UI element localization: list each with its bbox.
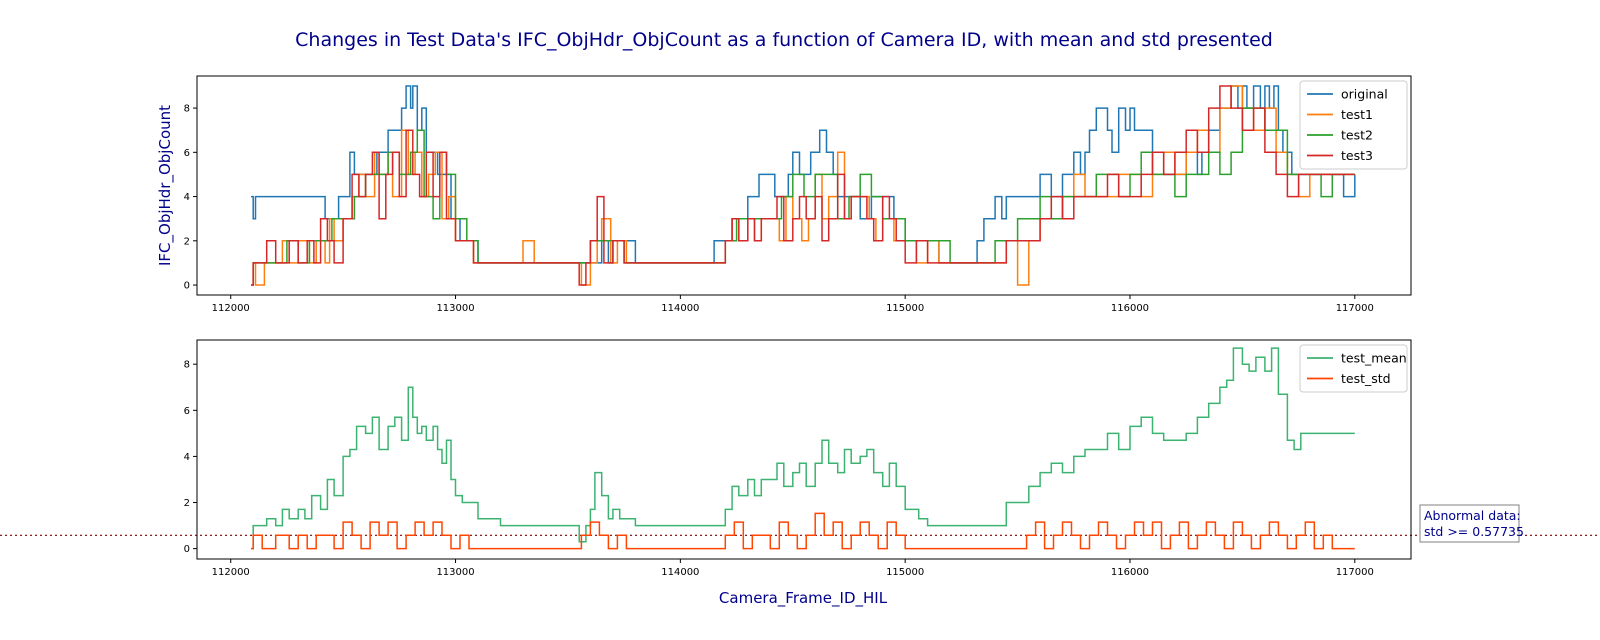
threshold-note: Abnormal data: std >= 0.57735 — [1419, 504, 1524, 543]
x-tick-label: 113000 — [436, 567, 474, 578]
y-tick-label: 0 — [184, 544, 190, 555]
y-tick-label: 6 — [184, 406, 190, 417]
x-tick-label: 113000 — [436, 303, 474, 314]
series-line-test_mean — [251, 347, 1355, 550]
y-tick-label: 8 — [184, 104, 190, 115]
legend: test_mean test_std — [1299, 344, 1408, 393]
x-tick-label: 115000 — [886, 303, 924, 314]
y-axis-label: IFC_ObjHdr_ObjCount — [156, 105, 175, 266]
x-tick-label: 115000 — [886, 567, 924, 578]
x-axis-label: Camera_Frame_ID_HIL — [719, 589, 888, 608]
top-plot: 112000 113000 114000 115000 116000 117000 0 2 4 6… — [156, 75, 1412, 314]
y-tick-label: 6 — [184, 148, 190, 159]
y-tick-label: 0 — [184, 281, 190, 292]
y-tick-label: 4 — [184, 452, 190, 463]
y-tick-label: 2 — [184, 236, 190, 247]
legend-box — [1299, 344, 1408, 393]
x-tick-label: 114000 — [661, 303, 699, 314]
x-tick-label: 114000 — [661, 567, 699, 578]
bottom-plot: 112000 113000 114000 115000 116000 117000 0 2 4 6… — [0, 339, 1600, 578]
y-tick-label: 4 — [184, 192, 190, 203]
legend-label-test_mean: test_mean — [1341, 351, 1407, 366]
legend-label-test3: test3 — [1341, 148, 1373, 163]
threshold-note-line2: std >= 0.57735 — [1424, 524, 1524, 539]
legend-label-test2: test2 — [1341, 128, 1373, 143]
plot-area — [251, 347, 1355, 550]
y-tick-label: 2 — [184, 498, 190, 509]
y-tick-label: 8 — [184, 360, 190, 371]
series-line-test3 — [251, 85, 1355, 286]
legend-label-original: original — [1341, 87, 1388, 102]
legend-label-test_std: test_std — [1341, 371, 1391, 386]
threshold-note-line1: Abnormal data: — [1424, 508, 1521, 523]
x-tick-label: 116000 — [1111, 567, 1149, 578]
series-line-test2 — [251, 107, 1355, 286]
x-tick-label: 112000 — [212, 567, 250, 578]
plot-frame — [196, 75, 1412, 296]
legend-label-test1: test1 — [1341, 107, 1373, 122]
x-tick-label: 117000 — [1336, 303, 1374, 314]
x-tick-label: 117000 — [1336, 567, 1374, 578]
legend: original test1 test2 test3 — [1299, 80, 1408, 170]
threshold-note-box — [1419, 504, 1520, 543]
x-tick-label: 116000 — [1111, 303, 1149, 314]
legend-box — [1299, 80, 1408, 170]
plot-frame — [196, 339, 1412, 560]
series-line-test_std — [251, 512, 1355, 550]
plot-area — [251, 85, 1356, 286]
x-tick-label: 112000 — [212, 303, 250, 314]
figure-title: Changes in Test Data's IFC_ObjHdr_ObjCou… — [295, 29, 1273, 51]
